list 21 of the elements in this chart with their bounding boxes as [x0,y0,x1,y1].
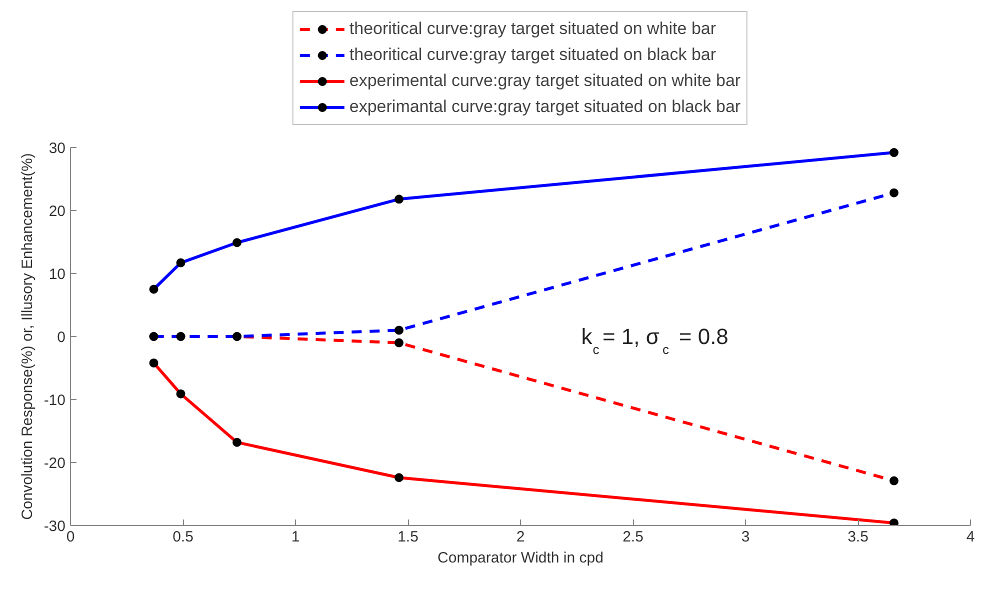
y-tick-label: -30 [44,518,66,535]
x-tick-label: 1 [291,528,300,546]
legend-label: experimental curve:gray target situated on white bar [349,70,741,92]
x-tick-label: 2 [516,528,525,546]
x-tick-label: 3 [741,528,750,546]
y-axis-title: Convolution Response(%) or, Illusory Enhancement(%) [18,153,36,520]
y-tick-label: 20 [48,203,66,220]
y-tick-label: 0 [57,329,66,346]
legend-label: theoritical curve:gray target situated on black bar [349,44,716,66]
x-tick-label: 0.5 [172,528,194,546]
legend-label: experimantal curve:gray target situated on black bar [349,96,741,118]
y-tick-label: -20 [44,455,66,472]
y-tick-label: -10 [44,392,66,409]
y-tick-label: 30 [48,140,66,157]
y-tick-label: 10 [48,266,66,283]
x-tick-label: 1.5 [398,528,418,546]
x-tick-label: 2.5 [622,528,644,546]
x-tick-label: 3.5 [848,528,868,546]
x-axis-title: Comparator Width in cpd [438,550,604,566]
x-tick-label: 4 [966,528,975,546]
legend-label: theoritical curve:gray target situated on white bar [349,18,716,40]
